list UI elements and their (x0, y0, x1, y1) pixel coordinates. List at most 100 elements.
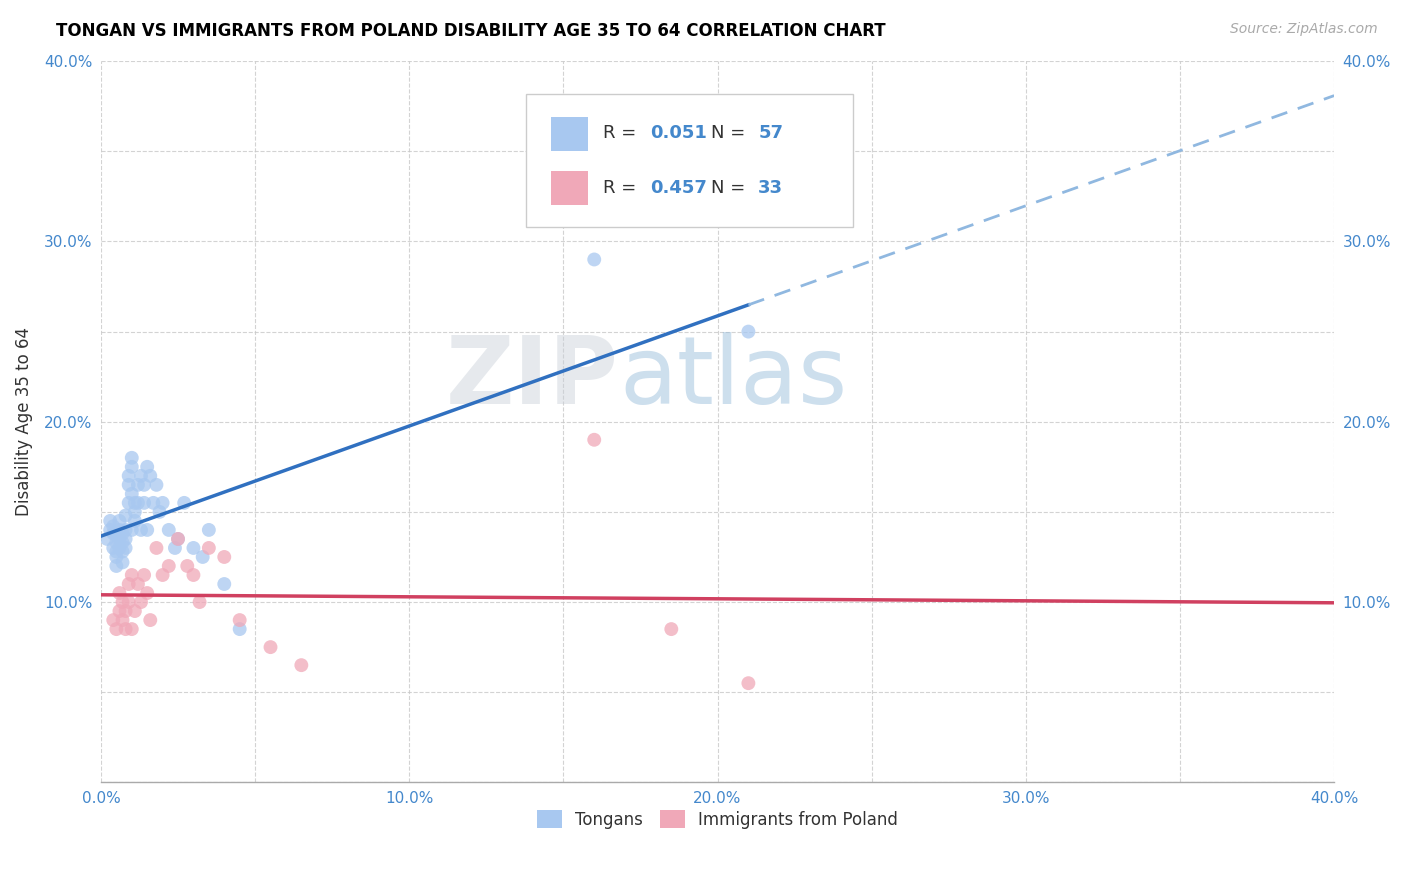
Point (167, 532, 190, 546)
Text: TONGAN VS IMMIGRANTS FROM POLAND DISABILITY AGE 35 TO 64 CORRELATION CHART: TONGAN VS IMMIGRANTS FROM POLAND DISABIL… (56, 22, 886, 40)
Point (132, 568, 155, 582)
Point (176, 559, 198, 574)
Point (198, 523, 221, 537)
Text: atlas: atlas (619, 333, 848, 425)
Point (111, 613, 134, 627)
Point (139, 613, 162, 627)
Point (157, 523, 180, 537)
Point (145, 478, 167, 492)
Point (108, 523, 131, 537)
Point (583, 252, 606, 267)
Text: R =: R = (603, 124, 643, 142)
Text: ZIP: ZIP (446, 333, 619, 425)
Point (188, 595, 211, 609)
Point (111, 535, 134, 549)
Point (183, 541, 205, 555)
Point (121, 487, 143, 501)
Point (121, 622, 143, 636)
Point (105, 528, 128, 542)
Point (111, 544, 134, 558)
Point (139, 468, 162, 483)
Point (198, 541, 221, 555)
Point (659, 622, 682, 636)
Point (157, 559, 180, 574)
Point (114, 523, 136, 537)
Point (114, 508, 136, 523)
Point (105, 559, 128, 574)
Text: N =: N = (711, 124, 751, 142)
Point (96, 532, 118, 546)
Point (103, 541, 125, 555)
Text: 57: 57 (758, 124, 783, 142)
Point (129, 468, 152, 483)
Point (108, 532, 131, 546)
Point (124, 505, 146, 519)
Point (132, 478, 155, 492)
Bar (551, 170, 588, 205)
Point (98, 523, 121, 537)
Point (737, 676, 759, 690)
Point (121, 523, 143, 537)
Text: Source: ZipAtlas.com: Source: ZipAtlas.com (1230, 22, 1378, 37)
Point (118, 577, 141, 591)
Point (129, 595, 152, 609)
Point (127, 496, 149, 510)
Point (108, 541, 131, 555)
Point (111, 595, 134, 609)
Point (98, 514, 121, 528)
Point (290, 658, 312, 673)
Point (103, 519, 125, 533)
Point (152, 568, 174, 582)
Point (191, 549, 214, 564)
Point (228, 613, 250, 627)
Point (118, 496, 141, 510)
Point (259, 640, 281, 654)
Point (127, 478, 149, 492)
Point (108, 604, 131, 618)
Point (105, 535, 128, 549)
Point (121, 459, 143, 474)
Point (142, 496, 165, 510)
Point (111, 526, 134, 541)
Point (228, 622, 250, 636)
Point (183, 568, 205, 582)
Point (124, 604, 146, 618)
Point (163, 541, 186, 555)
Point (105, 544, 128, 558)
Legend: Tongans, Immigrants from Poland: Tongans, Immigrants from Poland (530, 804, 905, 835)
Point (103, 526, 125, 541)
Point (148, 505, 170, 519)
Point (118, 468, 141, 483)
Point (108, 586, 131, 600)
Point (111, 555, 134, 569)
Text: R =: R = (603, 179, 643, 197)
Point (152, 496, 174, 510)
Point (737, 325, 759, 339)
Point (173, 496, 195, 510)
Point (167, 532, 190, 546)
Point (118, 595, 141, 609)
Point (114, 541, 136, 555)
Bar (551, 117, 588, 152)
Point (136, 459, 159, 474)
Point (124, 514, 146, 528)
Point (121, 568, 143, 582)
Y-axis label: Disability Age 35 to 64: Disability Age 35 to 64 (15, 327, 32, 516)
Point (132, 496, 155, 510)
Point (103, 613, 125, 627)
Point (105, 622, 128, 636)
Point (108, 514, 131, 528)
Point (105, 549, 128, 564)
FancyBboxPatch shape (526, 94, 853, 227)
Text: 0.051: 0.051 (650, 124, 707, 142)
Point (129, 523, 152, 537)
Point (583, 433, 606, 447)
Point (121, 450, 143, 465)
Point (124, 496, 146, 510)
Text: 0.457: 0.457 (650, 179, 707, 197)
Point (127, 577, 149, 591)
Point (214, 549, 236, 564)
Point (136, 586, 159, 600)
Point (145, 541, 167, 555)
Text: 33: 33 (758, 179, 783, 197)
